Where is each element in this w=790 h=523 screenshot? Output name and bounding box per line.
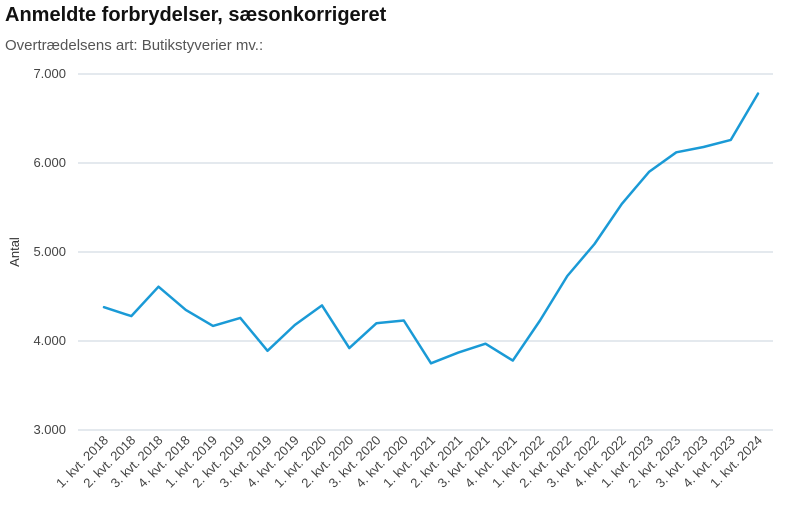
data-point[interactable] (534, 315, 546, 327)
data-point[interactable] (616, 198, 628, 210)
data-point[interactable] (670, 146, 682, 158)
series-line (102, 92, 760, 365)
data-point[interactable] (480, 338, 492, 350)
data-point[interactable] (371, 317, 383, 329)
data-point[interactable] (207, 320, 219, 332)
chart-subtitle: Overtrædelsens art: Butikstyverier mv.: (5, 37, 264, 54)
gridlines (78, 73, 773, 431)
data-point[interactable] (153, 281, 165, 293)
data-point[interactable] (316, 299, 328, 311)
data-point[interactable] (180, 304, 192, 316)
data-point[interactable] (561, 270, 573, 282)
data-point[interactable] (289, 319, 301, 331)
data-point[interactable] (234, 312, 246, 324)
y-axis-title: Antal (7, 237, 22, 267)
data-point[interactable] (643, 166, 655, 178)
data-point[interactable] (752, 88, 764, 100)
data-point[interactable] (507, 355, 519, 367)
y-tick-label: 6.000 (33, 155, 66, 170)
series (98, 88, 764, 369)
data-point[interactable] (343, 342, 355, 354)
y-axis-ticks: 3.000 4.000 5.000 6.000 7.000 (33, 66, 66, 437)
data-point[interactable] (262, 345, 274, 357)
data-point[interactable] (589, 238, 601, 250)
data-point[interactable] (98, 301, 110, 313)
y-tick-label: 7.000 (33, 66, 66, 81)
data-point[interactable] (725, 134, 737, 146)
y-tick-label: 4.000 (33, 333, 66, 348)
y-tick-label: 3.000 (33, 422, 66, 437)
data-point[interactable] (125, 310, 137, 322)
y-tick-label: 5.000 (33, 244, 66, 259)
data-point[interactable] (425, 357, 437, 369)
data-point[interactable] (698, 141, 710, 153)
data-point[interactable] (398, 315, 410, 327)
chart-title: Anmeldte forbrydelser, sæsonkorrigeret (5, 4, 387, 26)
data-point[interactable] (452, 347, 464, 359)
